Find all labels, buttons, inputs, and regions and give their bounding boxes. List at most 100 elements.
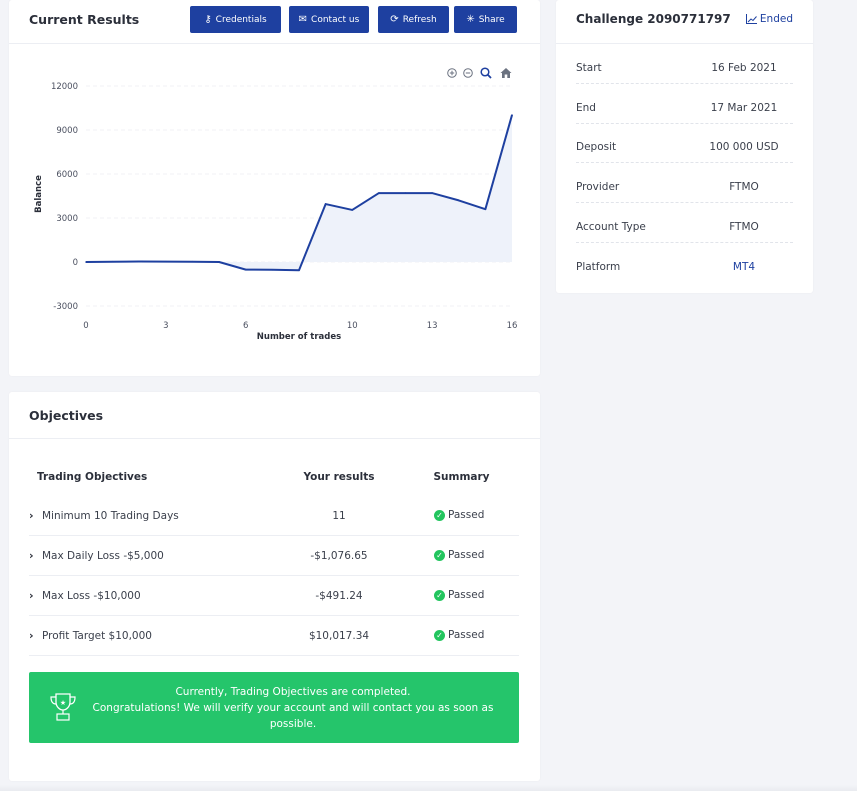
credentials-label: Credentials: [215, 14, 267, 25]
info-value: FTMO: [729, 181, 759, 193]
x-tick-label: 0: [83, 321, 88, 331]
data-point: [138, 260, 141, 263]
objectives-header: Objectives: [9, 392, 540, 439]
credentials-button[interactable]: ⚷ Credentials: [190, 6, 281, 33]
challenge-header: Challenge 2090771797 Ended: [556, 0, 813, 44]
share-icon: ✳: [466, 13, 475, 25]
x-tick-label: 3: [163, 321, 168, 331]
objectives-title: Objectives: [29, 408, 104, 423]
data-point: [351, 209, 354, 211]
refresh-icon: ⟳: [390, 13, 399, 25]
share-button[interactable]: ✳ Share: [454, 6, 517, 33]
info-row-end: End 17 Mar 2021: [576, 84, 793, 124]
zoom-select-icon[interactable]: [480, 67, 492, 79]
data-point: [111, 260, 114, 263]
status-label: Ended: [759, 13, 793, 25]
header-trading-objectives: Trading Objectives: [37, 471, 148, 483]
header-summary: Summary: [433, 471, 490, 483]
refresh-button[interactable]: ⟳ Refresh: [378, 6, 449, 33]
info-value: 100 000 USD: [709, 141, 779, 153]
info-row-deposit: Deposit 100 000 USD: [576, 123, 793, 163]
home-icon[interactable]: [500, 68, 512, 78]
x-tick-label: 13: [427, 321, 438, 331]
challenge-card: Challenge 2090771797 Ended Start 16 Feb …: [556, 0, 813, 293]
info-value: 16 Feb 2021: [711, 62, 777, 74]
chevron-right-icon[interactable]: ›: [29, 589, 34, 602]
info-label: Start: [576, 62, 602, 74]
data-point: [457, 199, 460, 202]
objective-summary: ✓ Passed: [434, 509, 484, 521]
objective-result: -$1,076.65: [310, 550, 368, 562]
info-label: End: [576, 102, 596, 114]
y-axis-ticks: 12000 9000 6000 3000 0 -3000: [51, 82, 78, 312]
page-bottom-shadow: [0, 785, 857, 791]
data-point: [378, 192, 380, 194]
chart-area: [85, 114, 513, 272]
chart-grid: [86, 85, 512, 307]
data-point: [298, 269, 300, 272]
summary-label: Passed: [448, 509, 485, 521]
summary-label: Passed: [448, 549, 485, 561]
chart-toolbar: [447, 67, 512, 79]
x-tick-label: 16: [507, 321, 518, 331]
x-tick-label: 6: [243, 321, 248, 331]
data-point: [431, 192, 433, 194]
info-value: FTMO: [729, 221, 759, 233]
chevron-right-icon[interactable]: ›: [29, 549, 34, 562]
zoom-out-icon[interactable]: [463, 68, 473, 78]
data-point: [191, 260, 194, 263]
chart-line-icon: [745, 14, 757, 24]
check-circle-icon: ✓: [434, 509, 445, 521]
series-area-fill: [86, 115, 512, 271]
check-circle-icon: ✓: [434, 589, 445, 601]
status-badge: Ended: [745, 13, 793, 25]
refresh-label: Refresh: [402, 14, 437, 25]
info-row-start: Start 16 Feb 2021: [576, 44, 793, 84]
y-tick-label: -3000: [53, 302, 78, 312]
objective-row[interactable]: › Max Loss -$10,000 -$491.24 ✓ Passed: [29, 576, 519, 616]
balance-chart: 12000 9000 6000 3000 0 -3000 0 3 6 10 13 16 Number…: [34, 67, 517, 342]
current-results-card: Current Results ⚷ Credentials ✉ Contact …: [9, 0, 540, 376]
objective-row[interactable]: › Max Daily Loss -$5,000 -$1,076.65 ✓ Pa…: [29, 536, 519, 576]
data-point: [484, 208, 487, 210]
x-axis-ticks: 0 3 6 10 13 16: [83, 321, 517, 331]
info-value: 17 Mar 2021: [710, 102, 778, 114]
y-axis-label: Balance: [34, 175, 44, 213]
objective-name: Profit Target $10,000: [42, 630, 152, 642]
trophy-icon: ★: [50, 693, 76, 721]
data-point: [404, 192, 407, 194]
objective-summary: ✓ Passed: [434, 589, 484, 601]
header-your-results: Your results: [303, 471, 375, 483]
contact-label: Contact us: [311, 14, 360, 25]
info-label: Platform: [576, 261, 621, 273]
objectives-card: Objectives Trading Objectives Your resul…: [9, 392, 540, 781]
success-banner: ★ Currently, Trading Objectives are comp…: [29, 672, 519, 743]
summary-label: Passed: [448, 589, 485, 601]
info-label: Deposit: [576, 141, 617, 153]
info-label: Account Type: [576, 221, 646, 233]
chevron-right-icon[interactable]: ›: [29, 509, 34, 522]
chat-icon: ✉: [298, 13, 308, 25]
banner-line-1: Currently, Trading Objectives are comple…: [175, 686, 411, 698]
key-icon: ⚷: [204, 13, 212, 25]
svg-text:★: ★: [60, 699, 66, 707]
info-row-account-type: Account Type FTMO: [576, 203, 793, 243]
check-circle-icon: ✓: [434, 549, 445, 561]
info-row-platform: Platform MT4: [576, 243, 793, 283]
check-circle-icon: ✓: [434, 629, 445, 641]
objective-name: Max Loss -$10,000: [42, 590, 141, 602]
y-tick-label: 0: [73, 258, 78, 268]
objective-row[interactable]: › Minimum 10 Trading Days 11 ✓ Passed: [29, 496, 519, 536]
data-point: [244, 268, 247, 271]
results-title: Current Results: [29, 12, 140, 27]
zoom-in-icon[interactable]: [447, 68, 457, 78]
chevron-right-icon[interactable]: ›: [29, 629, 34, 642]
objective-summary: ✓ Passed: [434, 549, 484, 561]
data-point: [218, 261, 220, 263]
data-point: [324, 203, 327, 205]
share-label: Share: [478, 14, 505, 25]
contact-us-button[interactable]: ✉ Contact us: [289, 6, 369, 33]
platform-link[interactable]: MT4: [732, 261, 756, 273]
objective-result: -$491.24: [315, 590, 363, 602]
objective-row[interactable]: › Profit Target $10,000 $10,017.34 ✓ Pas…: [29, 616, 519, 656]
